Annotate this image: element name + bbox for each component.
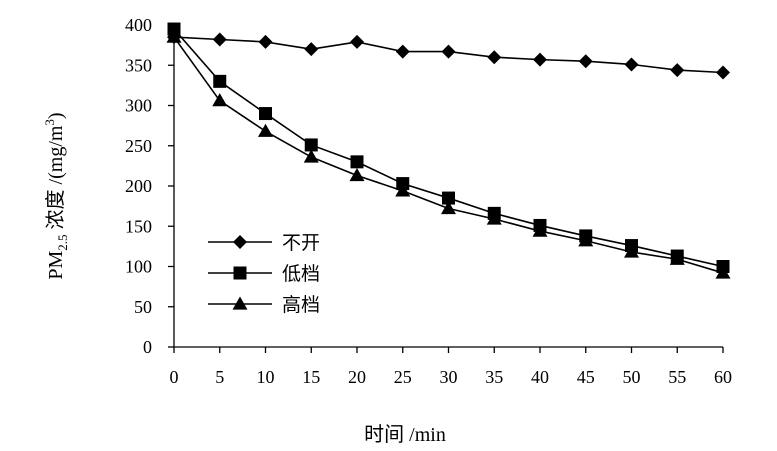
data-point xyxy=(213,74,227,88)
x-tick-label: 0 xyxy=(170,367,179,387)
series-triangle xyxy=(166,29,731,279)
y-tick-label: 300 xyxy=(125,96,152,116)
data-point xyxy=(670,63,685,78)
legend-marker xyxy=(233,235,247,249)
y-axis-ticks: 0 50 100 150 200 250 300 350 400 xyxy=(125,15,174,357)
data-point xyxy=(258,34,273,49)
x-tick-label: 55 xyxy=(668,367,686,387)
data-point xyxy=(304,42,319,57)
data-point xyxy=(578,233,594,247)
data-point xyxy=(578,54,593,69)
data-point xyxy=(395,183,411,197)
series-square xyxy=(167,22,730,273)
x-tick-label: 20 xyxy=(348,367,366,387)
x-tick-label: 60 xyxy=(714,367,732,387)
data-point xyxy=(441,44,456,59)
y-tick-label: 400 xyxy=(125,15,152,35)
data-point xyxy=(304,138,318,152)
data-point xyxy=(442,191,455,205)
legend-item: 低档 xyxy=(208,263,320,285)
data-point xyxy=(350,34,364,49)
x-tick-label: 50 xyxy=(623,367,641,387)
data-point xyxy=(624,244,639,258)
x-axis-ticks: 0 5 10 15 20 25 30 35 40 45 50 55 60 xyxy=(170,347,732,387)
y-tick-label: 50 xyxy=(134,297,152,317)
data-point xyxy=(716,65,730,80)
data-point xyxy=(715,265,731,279)
x-tick-label: 35 xyxy=(485,367,503,387)
data-point xyxy=(395,44,410,59)
x-axis-title: 时间 /min xyxy=(364,423,446,446)
data-point xyxy=(532,223,548,237)
data-point xyxy=(212,93,228,107)
data-point xyxy=(303,149,319,163)
series-line xyxy=(173,28,724,268)
x-tick-label: 45 xyxy=(577,367,595,387)
data-point xyxy=(167,22,181,36)
x-tick-label: 40 xyxy=(531,367,549,387)
y-tick-label: 350 xyxy=(125,55,152,75)
data-point xyxy=(441,201,456,215)
y-axis-title-suffix: ) xyxy=(45,112,67,119)
legend-item: 高档 xyxy=(208,294,320,316)
data-point xyxy=(166,29,182,43)
data-point xyxy=(533,52,547,67)
data-point xyxy=(350,155,364,169)
x-tick-label: 30 xyxy=(440,367,458,387)
y-tick-label: 250 xyxy=(125,136,152,156)
legend-label: 高档 xyxy=(282,294,320,316)
legend-label: 低档 xyxy=(282,263,320,285)
series-line xyxy=(173,36,724,274)
x-tick-label: 10 xyxy=(257,367,275,387)
y-axis-title-prefix: PM xyxy=(45,250,67,279)
series-diamond xyxy=(167,30,730,80)
series-layer xyxy=(166,22,731,279)
x-tick-label: 5 xyxy=(215,367,224,387)
x-tick-label: 15 xyxy=(302,367,320,387)
y-tick-label: 100 xyxy=(125,257,152,277)
y-axis-title: PM2.5 浓度 /(mg/m3) xyxy=(42,112,70,279)
legend-item: 不开 xyxy=(208,232,320,254)
y-tick-label: 0 xyxy=(143,337,152,357)
legend-label: 不开 xyxy=(282,232,320,254)
x-tick-label: 25 xyxy=(394,367,412,387)
data-point xyxy=(669,251,685,265)
legend-marker xyxy=(232,296,248,310)
y-tick-label: 200 xyxy=(125,176,152,196)
y-axis-title-superscript: 3 xyxy=(42,119,57,126)
y-axis-title-subscript: 2.5 xyxy=(55,234,70,250)
legend-marker xyxy=(233,266,247,280)
data-point xyxy=(624,57,639,72)
axes xyxy=(173,25,723,348)
y-axis-title-middle: 浓度 /(mg/m xyxy=(44,125,67,234)
data-point xyxy=(259,107,272,121)
data-point xyxy=(212,32,227,47)
y-tick-label: 150 xyxy=(125,216,152,236)
data-point xyxy=(486,211,502,225)
data-point xyxy=(487,50,502,65)
data-point xyxy=(258,123,273,137)
data-point xyxy=(349,168,365,182)
